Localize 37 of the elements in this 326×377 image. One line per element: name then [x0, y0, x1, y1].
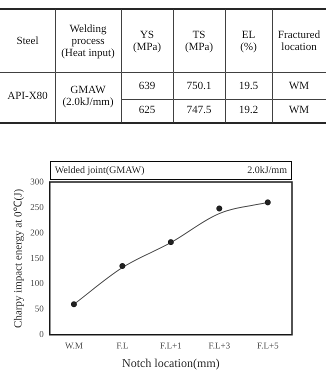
- x-tick-label: F.L+5: [256, 340, 280, 351]
- x-tick-label: F.L+3: [208, 340, 231, 351]
- x-tick-label: F.L: [116, 340, 128, 351]
- point: [264, 199, 271, 206]
- text: 19.5: [238, 78, 260, 94]
- chart-title: Welded joint(GMAW): [54, 165, 144, 176]
- text: Fractured location: [276, 28, 322, 55]
- point: [119, 263, 126, 270]
- point: [168, 239, 174, 246]
- y-tick-label: 50: [34, 304, 44, 314]
- point: [216, 205, 222, 212]
- text: 19.2: [238, 102, 260, 118]
- text: 747.5: [186, 102, 212, 118]
- point: [70, 301, 77, 308]
- text: Welding process (Heat input): [60, 22, 116, 61]
- x-tick-label: W.M: [64, 340, 83, 351]
- y-tick-label: 150: [30, 252, 44, 263]
- x-axis-title: Notch location(mm): [122, 356, 220, 370]
- text: API-X80: [6, 89, 49, 104]
- y-tick-label: 300: [30, 176, 44, 186]
- y-axis-title: Charpy impact energy at 0℃(J): [12, 188, 24, 328]
- y-tick-label: 100: [30, 278, 44, 288]
- text: YS (MPa): [132, 28, 162, 55]
- y-tick-label: 250: [30, 202, 44, 212]
- text: WM: [288, 102, 310, 118]
- text: 625: [138, 102, 156, 118]
- y-tick-label: 200: [30, 227, 44, 238]
- text: 639: [138, 78, 156, 94]
- chart-subtitle: 2.0kJ/mm: [247, 165, 287, 176]
- text: TS (MPa): [184, 28, 214, 55]
- text: EL (%): [239, 28, 258, 55]
- y-tick-label: 0: [39, 329, 44, 340]
- text: Steel: [16, 34, 40, 49]
- text: 750.1: [186, 78, 212, 94]
- text: GMAW (2.0kJ/mm): [61, 83, 115, 110]
- x-tick-label: F.L+1: [160, 340, 182, 351]
- text: WM: [288, 78, 310, 94]
